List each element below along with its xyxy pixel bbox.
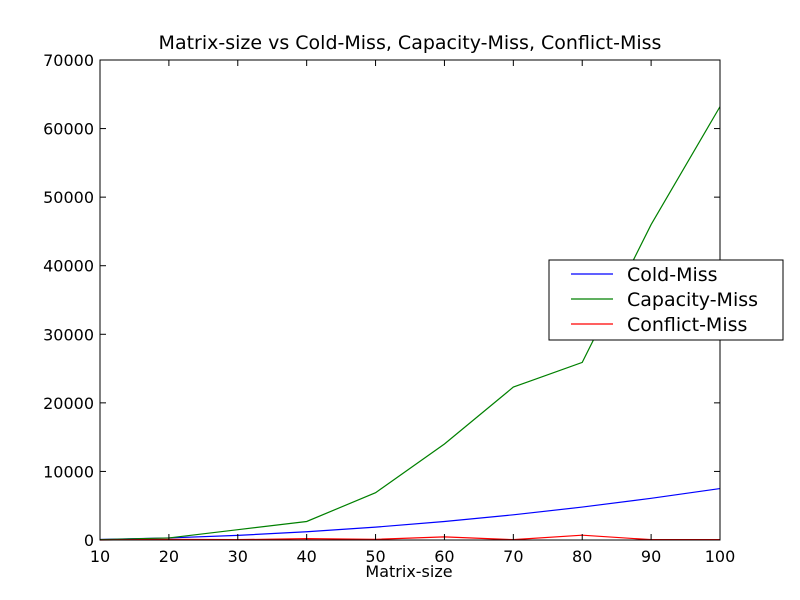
legend-box <box>548 259 784 341</box>
legend-label-capacity-miss: Capacity-Miss <box>627 289 758 311</box>
x-tick-label: 70 <box>503 547 523 566</box>
y-tick-label: 30000 <box>43 325 94 344</box>
x-tick-label: 50 <box>365 547 385 566</box>
legend-label-cold-miss: Cold-Miss <box>627 264 718 286</box>
x-tick-label: 90 <box>641 547 661 566</box>
y-tick-label: 70000 <box>43 51 94 70</box>
x-tick-label: 80 <box>572 547 592 566</box>
y-tick-label: 10000 <box>43 462 94 481</box>
x-tick-label: 100 <box>705 547 736 566</box>
x-tick-label: 20 <box>159 547 179 566</box>
chart-title: Matrix-size vs Cold-Miss, Capacity-Miss,… <box>159 32 662 54</box>
legend-label-conflict-miss: Conflict-Miss <box>627 314 747 336</box>
x-tick-label: 10 <box>90 547 110 566</box>
series-line-conflict-miss <box>99 534 720 541</box>
y-tick-label: 0 <box>84 531 94 550</box>
series-line-cold-miss <box>99 487 721 541</box>
x-axis-title: Matrix-size <box>365 562 452 581</box>
x-tick-label: 30 <box>228 547 248 566</box>
y-tick-label: 60000 <box>43 120 94 139</box>
x-tick-label: 40 <box>296 547 316 566</box>
y-tick-label: 50000 <box>43 188 94 207</box>
y-tick-label: 40000 <box>43 257 94 276</box>
x-tick-label: 60 <box>434 547 454 566</box>
legend: Cold-Miss Capacity-Miss Conflict-Miss <box>548 259 784 341</box>
y-tick-label: 20000 <box>43 394 94 413</box>
